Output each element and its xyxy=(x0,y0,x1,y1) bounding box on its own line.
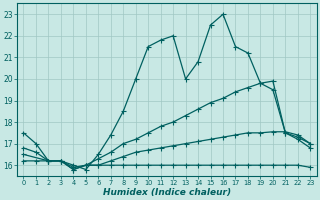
X-axis label: Humidex (Indice chaleur): Humidex (Indice chaleur) xyxy=(103,188,231,197)
